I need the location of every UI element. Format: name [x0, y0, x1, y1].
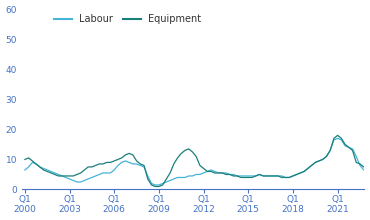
Labour	[53, 172, 57, 174]
Equipment	[228, 173, 232, 176]
Line: Labour: Labour	[25, 111, 370, 185]
Labour	[228, 173, 232, 176]
Legend: Labour, Equipment: Labour, Equipment	[54, 14, 201, 24]
Equipment	[198, 164, 202, 167]
Line: Equipment: Equipment	[25, 24, 370, 187]
Equipment	[23, 158, 27, 161]
Labour	[253, 175, 258, 177]
Labour	[45, 169, 50, 171]
Labour	[302, 170, 306, 173]
Equipment	[153, 185, 157, 188]
Equipment	[53, 173, 57, 176]
Equipment	[45, 170, 50, 173]
Labour	[23, 169, 27, 171]
Labour	[153, 184, 157, 186]
Equipment	[253, 175, 258, 177]
Labour	[198, 173, 202, 176]
Equipment	[302, 170, 306, 173]
